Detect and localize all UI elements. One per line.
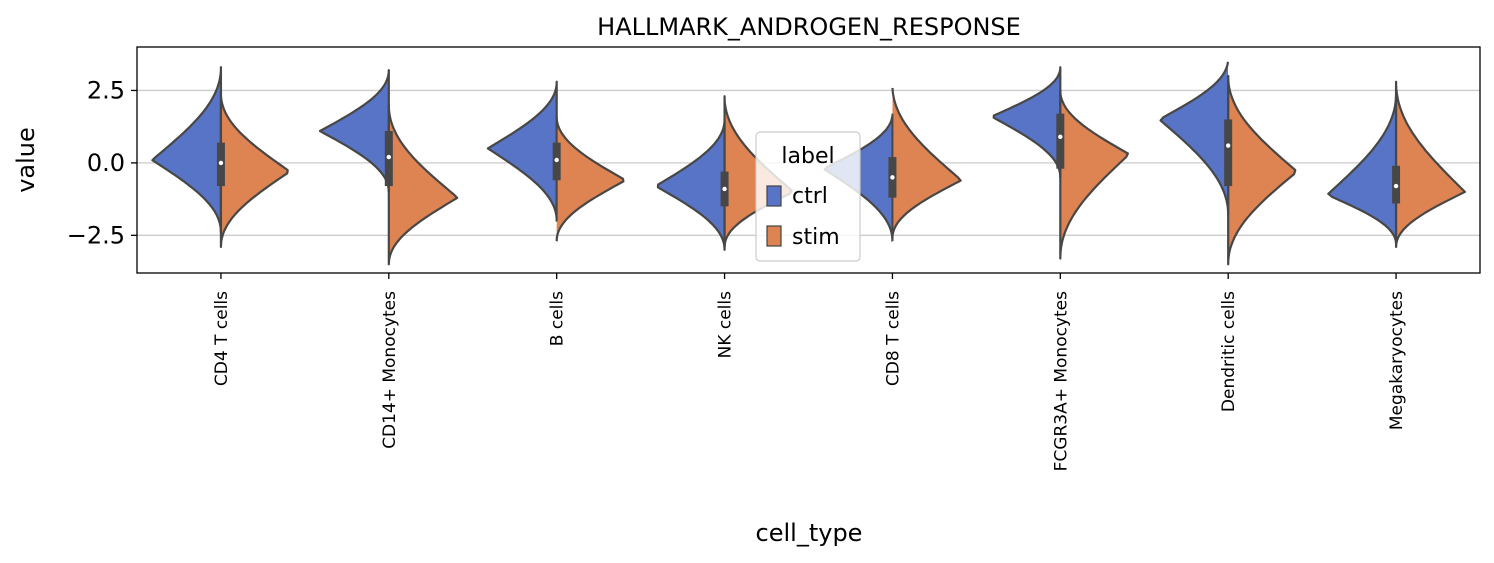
- x-axis-ticks: CD4 T cells CD14+ Monocytes B cells NK cell…: [212, 273, 1407, 471]
- violin-ctrl-6: [1159, 61, 1230, 217]
- violin-stim-4: [891, 87, 962, 240]
- y-tick-label: −2.5: [67, 221, 125, 249]
- violin-ctrl-7: [1327, 92, 1398, 246]
- box-iqr: [1224, 119, 1233, 187]
- violin-stim-2: [555, 118, 625, 243]
- box-median: [1225, 143, 1231, 148]
- violin-ctrl-1: [318, 69, 390, 193]
- x-tick-label: Megakaryocytes: [1387, 291, 1407, 430]
- box-median: [890, 175, 895, 180]
- legend-swatch-ctrl: [766, 185, 782, 207]
- box-median: [554, 157, 559, 163]
- x-tick-label: NK cells: [716, 291, 736, 359]
- legend-swatch-stim: [766, 225, 782, 247]
- plot-frame: [136, 46, 1481, 274]
- violin-stim-6: [1227, 74, 1297, 266]
- x-tick-label: CD14+ Monocytes: [380, 291, 400, 449]
- x-tick-label: Dendritic cells: [1219, 291, 1239, 412]
- violin-ctrl-2: [486, 80, 558, 222]
- x-tick-label: FCGR3A+ Monocytes: [1051, 291, 1071, 472]
- box-median: [1393, 183, 1399, 189]
- x-tick-label: CD8 T cells: [883, 291, 903, 386]
- violin-stim-7: [1394, 80, 1466, 249]
- legend-label-ctrl: ctrl: [792, 184, 828, 209]
- box-median: [1058, 134, 1063, 140]
- box-median: [386, 154, 392, 160]
- legend-frame: [755, 131, 861, 262]
- box-iqr: [1056, 113, 1065, 169]
- y-axis-ticks: 2.5 0.0 −2.5: [67, 76, 137, 249]
- violin-stim-1: [387, 103, 459, 266]
- x-axis-label: cell_type: [756, 519, 863, 547]
- legend-title: label: [781, 144, 834, 169]
- violin-stim-5: [1059, 89, 1129, 260]
- box-overlays: [216, 75, 1401, 247]
- legend: label ctrl stim: [755, 131, 861, 262]
- x-tick-label: CD4 T cells: [212, 291, 232, 386]
- y-axis-label: value: [12, 127, 40, 193]
- x-tick-label: B cells: [548, 291, 568, 346]
- violin-ctrl-5: [992, 66, 1062, 179]
- violin-stim-0: [219, 92, 289, 249]
- violin-ctrl-0: [151, 66, 223, 234]
- y-tick-label: 2.5: [87, 76, 125, 104]
- chart-title: HALLMARK_ANDROGEN_RESPONSE: [597, 13, 1021, 41]
- box-median: [722, 186, 727, 192]
- violin-ctrl-3: [656, 118, 726, 251]
- y-tick-label: 0.0: [87, 149, 125, 177]
- violins: [151, 61, 1466, 266]
- legend-label-stim: stim: [792, 225, 840, 250]
- box-median: [218, 160, 224, 166]
